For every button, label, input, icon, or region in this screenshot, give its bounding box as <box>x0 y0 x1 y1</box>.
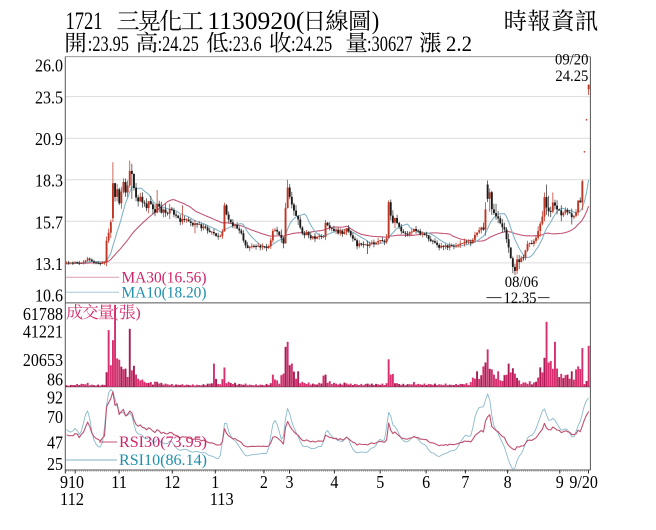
svg-text:24.25: 24.25 <box>555 66 588 85</box>
svg-text:9/20: 9/20 <box>569 472 598 492</box>
svg-text:113: 113 <box>210 489 234 509</box>
svg-text:6: 6 <box>422 472 430 492</box>
svg-text:20.9: 20.9 <box>35 129 63 149</box>
svg-text:3: 3 <box>286 472 294 492</box>
svg-text:8: 8 <box>504 472 512 492</box>
svg-text:47: 47 <box>47 433 63 453</box>
svg-text:1721: 1721 <box>66 8 103 35</box>
svg-text:70: 70 <box>47 407 63 427</box>
svg-text:5: 5 <box>376 472 384 492</box>
svg-text:1: 1 <box>211 472 219 492</box>
svg-text:92: 92 <box>47 388 63 408</box>
svg-text:(: ( <box>113 306 118 322</box>
svg-text:86: 86 <box>47 369 63 389</box>
svg-text:18.3: 18.3 <box>35 171 63 191</box>
svg-text:): ) <box>136 306 141 322</box>
svg-text:112: 112 <box>60 489 84 509</box>
svg-text:9: 9 <box>60 472 68 492</box>
svg-text:10.6: 10.6 <box>35 285 63 305</box>
svg-text:9: 9 <box>556 472 564 492</box>
svg-text::24.25: :24.25 <box>158 31 199 56</box>
svg-text:13.1: 13.1 <box>35 254 63 274</box>
svg-text:2: 2 <box>260 472 268 492</box>
svg-text:26.0: 26.0 <box>35 56 63 76</box>
svg-text:61788: 61788 <box>23 304 63 324</box>
svg-text:09/20: 09/20 <box>555 49 588 68</box>
svg-text::23.6: :23.6 <box>228 31 261 56</box>
svg-text:12: 12 <box>164 472 180 492</box>
svg-text:4: 4 <box>330 472 338 492</box>
svg-text:25: 25 <box>47 454 63 474</box>
svg-text:2.2: 2.2 <box>446 31 472 56</box>
svg-text:MA30(16.56): MA30(16.56) <box>122 267 207 286</box>
svg-text:41221: 41221 <box>23 322 63 342</box>
svg-text:23.5: 23.5 <box>35 88 63 108</box>
svg-text:08/06: 08/06 <box>505 272 538 291</box>
svg-text::24.25: :24.25 <box>291 31 332 56</box>
svg-text:RSI10(86.14): RSI10(86.14) <box>119 450 207 469</box>
svg-text:RSI30(73.95): RSI30(73.95) <box>119 432 207 451</box>
svg-text:1130920(: 1130920( <box>207 8 304 35</box>
svg-text:12.35: 12.35 <box>504 288 537 307</box>
svg-text:11: 11 <box>111 472 127 492</box>
svg-text:20653: 20653 <box>23 350 63 370</box>
svg-text:7: 7 <box>461 472 469 492</box>
svg-text:MA10(18.20): MA10(18.20) <box>122 282 207 301</box>
svg-text::23.95: :23.95 <box>88 31 129 56</box>
svg-text::30627: :30627 <box>367 31 413 56</box>
svg-text:): ) <box>372 8 380 35</box>
svg-text:10: 10 <box>68 472 84 492</box>
svg-text:15.7: 15.7 <box>35 212 63 232</box>
